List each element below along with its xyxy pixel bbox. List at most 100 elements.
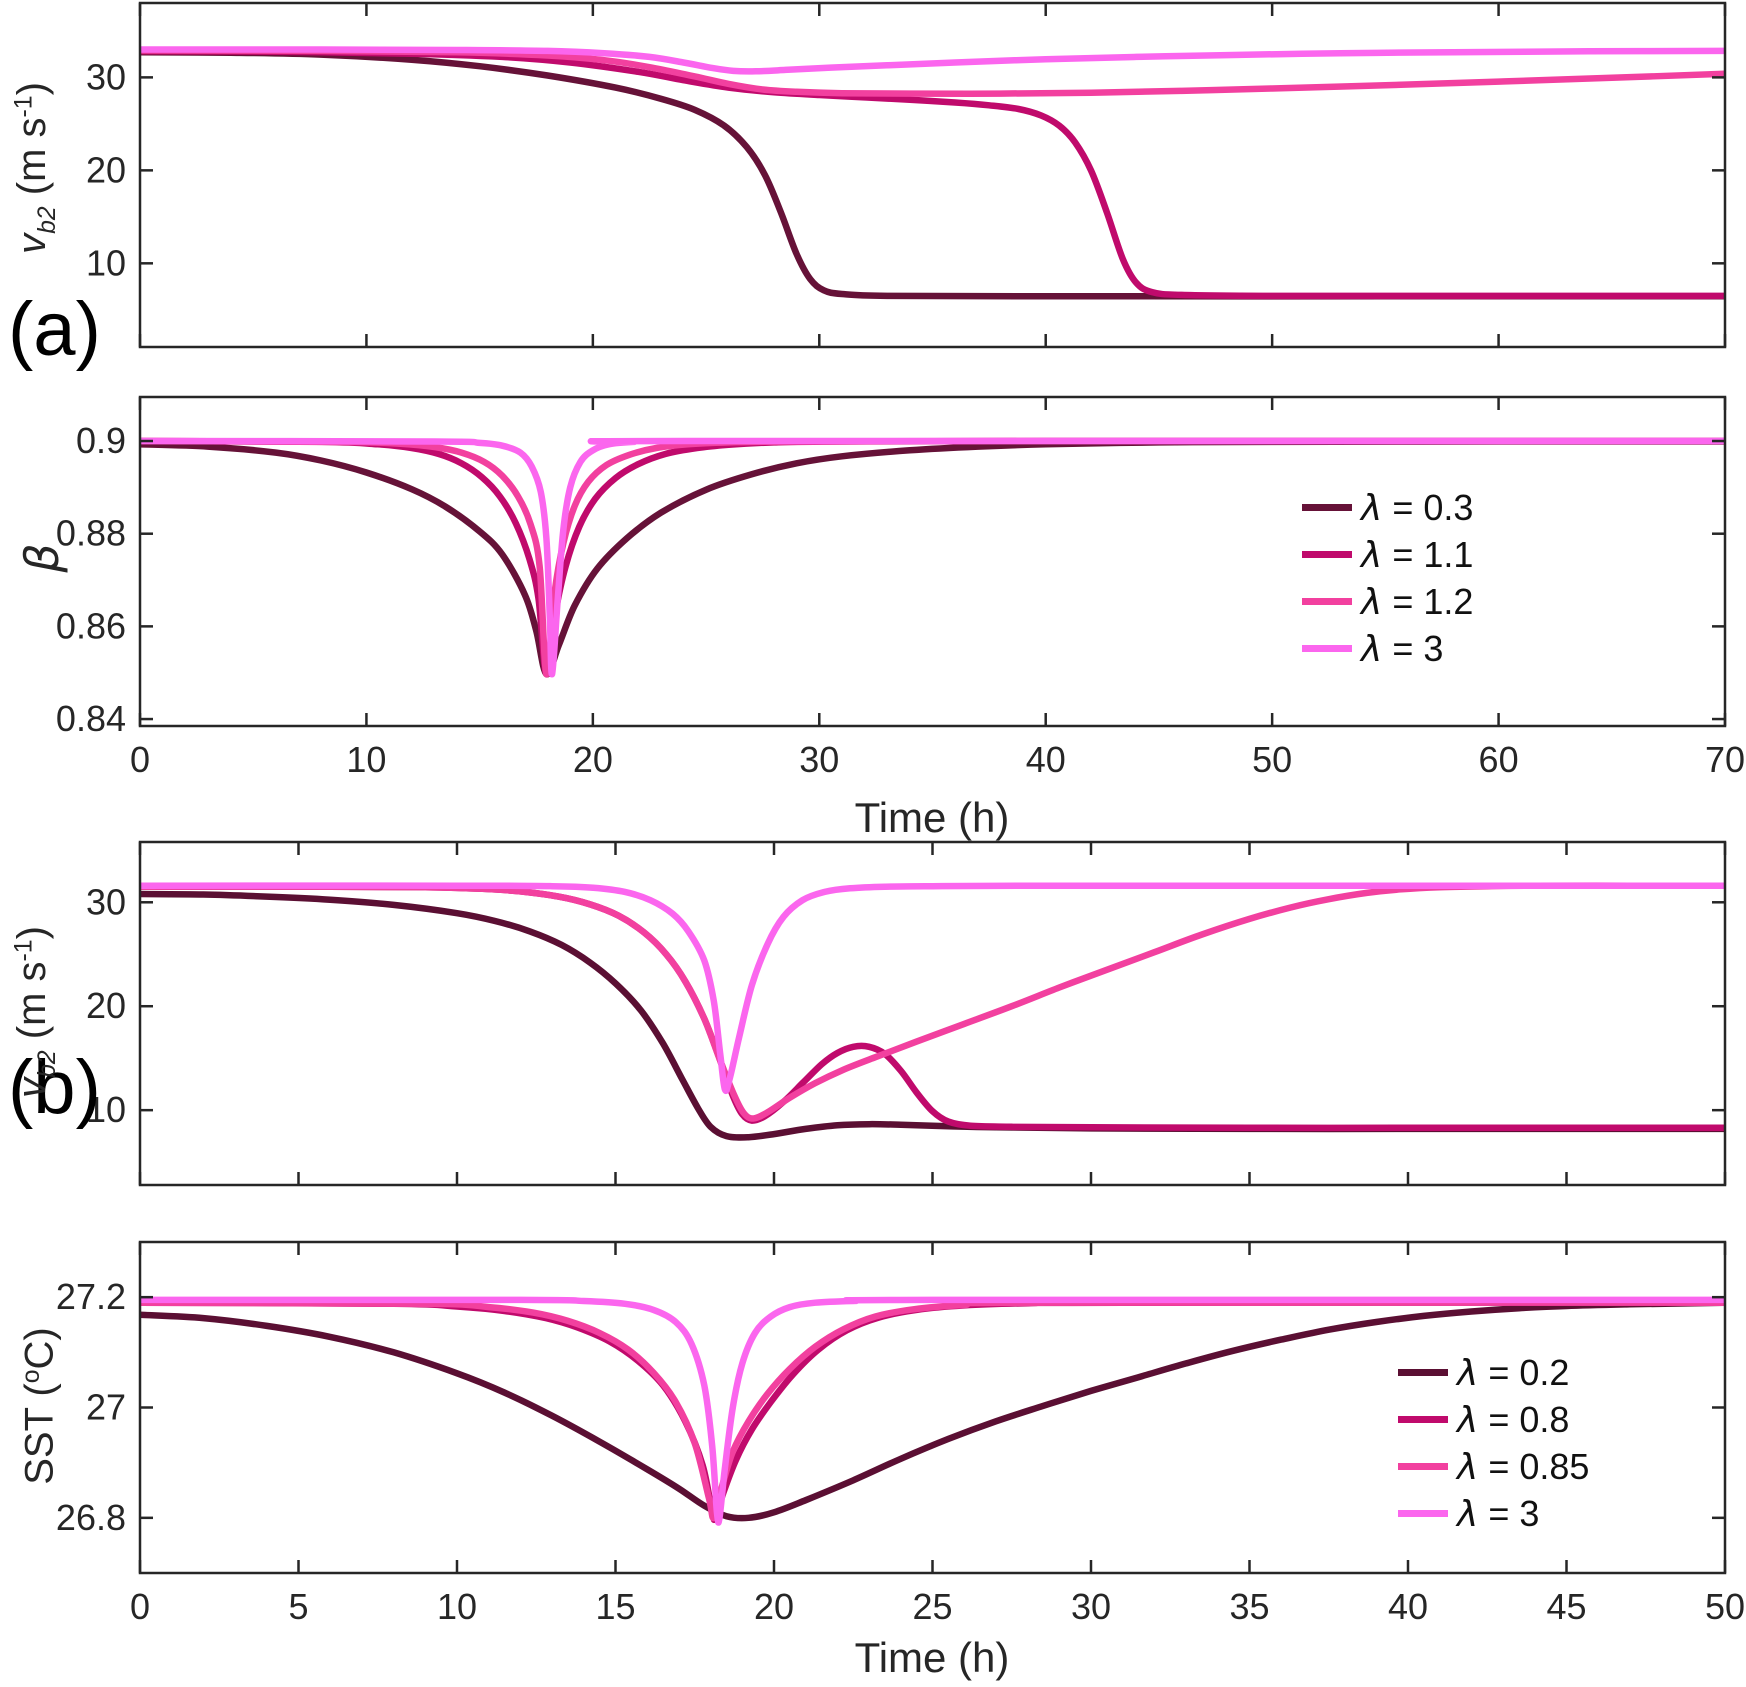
y-tick-label: 27.2 [56,1276,126,1317]
xlabel-time-b: Time (h) [854,1634,1010,1681]
x-tick-label: 20 [573,739,613,780]
x-tick-label: 60 [1479,739,1519,780]
y-tick-label: 26.8 [56,1497,126,1538]
ylabel-vb2-a-sub: b2 [33,206,61,234]
axes-box-a_bottom [138,395,1727,728]
y-tick-label: 10 [86,242,126,283]
x-tick-label: 0 [130,739,150,780]
y-tick-label: 0.84 [56,698,126,739]
legend-entry-λ-3: λ = 3 [1302,625,1473,672]
legend-label: λ = 0.3 [1361,487,1473,529]
curve-a_bottom-lambda-0.3 [140,438,1725,678]
ylabel-beta: β [15,543,69,573]
curve-b_top-lambda-0.2 [140,890,1725,1141]
ylabel-vb2-a-mid: (m s [10,117,55,207]
legend-line-swatch [1302,598,1352,605]
legend-lambda-symbol: λ [1361,534,1383,576]
ylabel-vb2-b-mid: (m s [10,961,55,1051]
legend-lambda-symbol: λ [1361,581,1383,623]
y-tick-label: 0.86 [56,605,126,646]
legend-lambda-symbol: λ [1457,1446,1479,1488]
legend-entry-λ-0.85: λ = 0.85 [1398,1443,1589,1490]
legend-entry-λ-3: λ = 3 [1398,1490,1589,1537]
legend-lambda-symbol: λ [1361,628,1383,670]
legend-panel-a: λ = 0.3 λ = 1.1 λ = 1.2 λ = 3 [1302,484,1473,672]
x-tick-label: 30 [1071,1586,1111,1627]
y-tick-label: 0.88 [56,513,126,554]
x-tick-label: 20 [754,1586,794,1627]
y-tick-label: 0.9 [76,420,126,461]
x-tick-label: 10 [437,1586,477,1627]
ylabel-vb2-b-post: ) [10,926,55,940]
legend-entry-λ-0.3: λ = 0.3 [1302,484,1473,531]
ylabel-sst: SST (oC) [18,1327,63,1485]
x-tick-label: 50 [1252,739,1292,780]
legend-line-swatch [1398,1463,1448,1470]
x-tick-label: 10 [346,739,386,780]
legend-value: = 3 [1382,627,1444,669]
legend-label: λ = 3 [1457,1493,1539,1535]
ylabel-vb2-a-sup: -1 [10,95,38,118]
legend-value: = 0.8 [1478,1398,1570,1440]
legend-line-swatch [1302,504,1352,511]
legend-line-swatch [1302,551,1352,558]
ylabel-vb2-panel-b: vb2 (m s-1) [10,926,62,1098]
x-tick-label: 40 [1388,1586,1428,1627]
legend-value: = 3 [1478,1492,1540,1534]
legend-panel-b: λ = 0.2 λ = 0.8 λ = 0.85 λ = 3 [1398,1349,1589,1537]
x-tick-label: 40 [1026,739,1066,780]
x-tick-label: 0 [130,1586,150,1627]
curve-a_top-lambda-1.1 [140,48,1725,300]
ylabel-vb2-b-sub: b2 [33,1050,61,1078]
ylabel-sst-pre: SST ( [17,1383,62,1485]
x-tick-label: 70 [1705,739,1745,780]
legend-entry-λ-1.2: λ = 1.2 [1302,578,1473,625]
legend-line-swatch [1302,645,1352,652]
legend-lambda-symbol: λ [1361,487,1383,529]
legend-label: λ = 0.2 [1457,1352,1569,1394]
x-tick-label: 25 [912,1586,952,1627]
axes-box-a_top [138,1,1727,349]
legend-label: λ = 1.1 [1361,534,1473,576]
y-tick-label: 20 [86,985,126,1026]
curve-a_top-lambda-3 [140,46,1725,75]
legend-lambda-symbol: λ [1457,1493,1479,1535]
ylabel-vb2-a-post: ) [10,82,55,96]
legend-lambda-symbol: λ [1457,1352,1479,1394]
legend-entry-λ-0.2: λ = 0.2 [1398,1349,1589,1396]
ylabel-sst-post: C) [17,1327,62,1370]
legend-line-swatch [1398,1369,1448,1376]
xlabel-time-a: Time (h) [854,794,1010,841]
curve-b_bottom-lambda-3 [140,1296,1725,1526]
legend-value: = 0.2 [1478,1351,1570,1393]
y-tick-label: 27 [86,1387,126,1428]
ylabel-vb2-b-sup: -1 [10,939,38,962]
ylabel-sst-sup: o [17,1369,45,1384]
legend-label: λ = 1.2 [1361,581,1473,623]
x-tick-label: 35 [1229,1586,1269,1627]
legend-value: = 1.2 [1382,580,1474,622]
curve-b_top-lambda-0.85 [140,882,1725,1122]
ylabel-vb2-panel-a: vb2 (m s-1) [10,82,62,254]
legend-line-swatch [1398,1510,1448,1517]
y-tick-label: 30 [86,881,126,922]
curve-b_top-lambda-3 [140,882,1725,1095]
y-tick-label: 10 [86,1089,126,1130]
legend-value: = 0.3 [1382,486,1474,528]
x-tick-label: 15 [595,1586,635,1627]
panel-label-b: (b) [8,1045,101,1130]
ylabel-vb2-b-pre: v [10,1077,55,1098]
legend-line-swatch [1398,1416,1448,1423]
y-tick-label: 20 [86,149,126,190]
curve-a_bottom-lambda-3 [140,437,1725,678]
legend-entry-λ-1.1: λ = 1.1 [1302,531,1473,578]
x-tick-label: 50 [1705,1586,1745,1627]
x-tick-label: 30 [799,739,839,780]
axes-box-b_top [138,840,1727,1187]
ylabel-vb2-a-pre: v [10,233,55,254]
curve-a_top-lambda-0.3 [140,49,1725,300]
legend-entry-λ-0.8: λ = 0.8 [1398,1396,1589,1443]
legend-lambda-symbol: λ [1457,1399,1479,1441]
x-tick-label: 5 [288,1586,308,1627]
